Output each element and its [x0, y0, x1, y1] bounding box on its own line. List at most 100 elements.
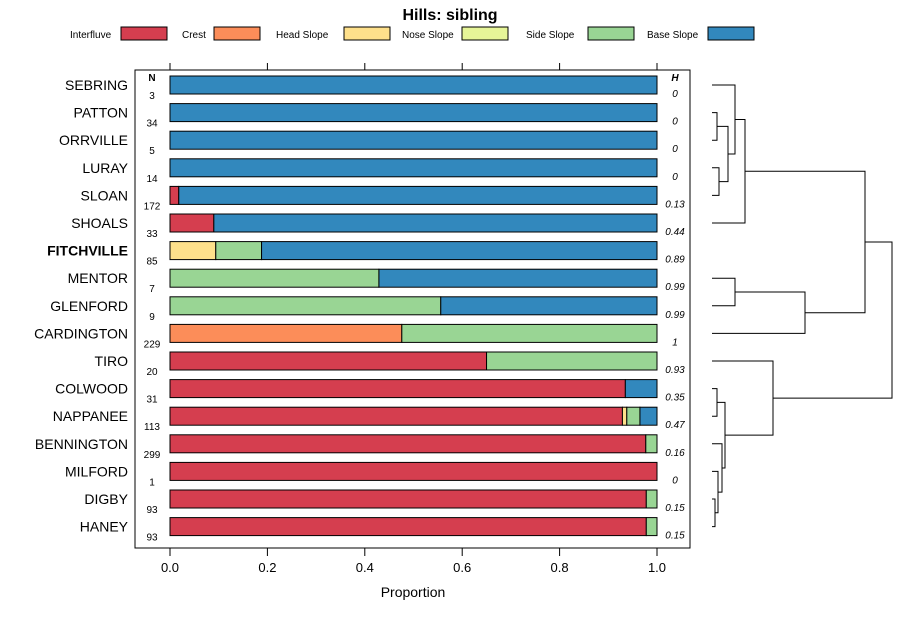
bar-segment-side-slope [169, 268, 380, 288]
n-value: 85 [146, 257, 158, 268]
legend-swatch-nose-slope [461, 26, 509, 41]
dendrogram [712, 84, 893, 528]
n-value: 9 [149, 312, 155, 323]
row-label: ORRVILLE [59, 132, 128, 148]
row-bennington: BENNINGTON 299 0.16 [35, 434, 685, 461]
row-label: GLENFORD [50, 298, 128, 314]
row-label: BENNINGTON [35, 436, 128, 452]
bar-segment-side-slope [401, 323, 658, 343]
bar-segment-base-slope [169, 130, 658, 150]
row-label: SHOALS [71, 215, 128, 231]
row-label: MENTOR [68, 270, 128, 286]
top-axis-ticks [169, 63, 658, 70]
dendrogram-branch [712, 84, 736, 155]
bar-segment-base-slope [169, 75, 658, 95]
legend-label-crest: Crest [182, 30, 206, 41]
row-label: HANEY [80, 519, 129, 535]
h-value: 0 [672, 475, 678, 486]
dendrogram-branch [745, 170, 866, 314]
chart-title: Hills: sibling [402, 7, 497, 24]
n-value: 299 [144, 450, 161, 461]
legend-swatch-interfluve [120, 26, 168, 41]
bar-segment-side-slope [645, 489, 658, 509]
x-tick-label: 0.2 [258, 560, 276, 575]
row-label: NAPPANEE [53, 408, 128, 424]
bar-segment-base-slope [261, 241, 658, 261]
x-tick-label: 0.8 [551, 560, 569, 575]
h-value: 0.15 [665, 531, 685, 542]
bar-segment-interfluve [169, 213, 215, 233]
x-tick-label: 0.6 [453, 560, 471, 575]
bar-segment-side-slope [626, 406, 641, 426]
bar-segment-side-slope [215, 241, 263, 261]
dendrogram-branch [712, 112, 718, 141]
dendrogram-branch [712, 388, 718, 417]
row-milford: MILFORD 1 0 [65, 461, 678, 488]
h-column-header: H [671, 73, 679, 84]
bar-segment-interfluve [169, 489, 647, 509]
row-tiro: TIRO 20 0.93 [95, 351, 685, 378]
bar-segment-base-slope [169, 103, 658, 123]
h-value: 0.35 [665, 393, 685, 404]
row-label: SLOAN [81, 187, 128, 203]
h-value: 0 [672, 117, 678, 128]
n-value: 229 [144, 339, 161, 350]
bar-segment-base-slope [624, 379, 658, 399]
legend-swatch-crest [213, 26, 261, 41]
row-label: FITCHVILLE [47, 243, 128, 259]
n-value: 5 [149, 146, 155, 157]
h-value: 1 [672, 337, 678, 348]
bar-segment-head-slope [169, 241, 217, 261]
h-value: 0.16 [665, 448, 685, 459]
bar-segment-base-slope [378, 268, 658, 288]
bar-segment-head-slope [621, 406, 628, 426]
row-label: LURAY [82, 160, 128, 176]
row-label: COLWOOD [55, 381, 128, 397]
dendrogram-branch [712, 291, 806, 334]
n-value: 14 [146, 174, 158, 185]
row-luray: LURAY 14 0 [82, 158, 678, 185]
n-value: 33 [146, 229, 158, 240]
n-value: 7 [149, 284, 155, 295]
row-digby: DIGBY 93 0.15 [84, 489, 685, 516]
dendrogram-branch [712, 443, 723, 493]
legend-label-base-slope: Base Slope [647, 30, 699, 41]
h-value: 0 [672, 172, 678, 183]
bar-segment-base-slope [178, 185, 658, 205]
bar-segment-base-slope [213, 213, 658, 233]
n-column-header: N [148, 73, 155, 84]
h-value: 0.99 [665, 282, 685, 293]
row-label: SEBRING [65, 77, 128, 93]
dendrogram-branch [712, 277, 736, 307]
legend-label-side-slope: Side Slope [526, 30, 575, 41]
row-label: PATTON [74, 105, 128, 121]
legend-swatch-head-slope [343, 26, 391, 41]
legend-label-head-slope: Head Slope [276, 30, 329, 41]
n-value: 1 [149, 477, 155, 488]
bar-segment-interfluve [169, 434, 647, 454]
row-label: CARDINGTON [34, 325, 128, 341]
x-axis-title: Proportion [381, 584, 446, 600]
bar-segment-side-slope [486, 351, 658, 371]
bar-segment-base-slope [639, 406, 658, 426]
h-value: 0.13 [665, 199, 685, 210]
bar-segment-side-slope [645, 517, 658, 537]
bar-segment-interfluve [169, 406, 623, 426]
plot-panel [134, 69, 691, 549]
n-value: 172 [144, 201, 161, 212]
h-value: 0.44 [665, 227, 685, 238]
bar-segment-side-slope [645, 434, 658, 454]
bar-segment-base-slope [169, 158, 658, 178]
legend-swatch-side-slope [587, 26, 635, 41]
row-nappanee: NAPPANEE 113 0.47 [53, 406, 685, 433]
bar-segment-crest [169, 323, 403, 343]
dendrogram-branch [712, 498, 716, 528]
row-label: MILFORD [65, 463, 128, 479]
x-tick-label: 0.0 [161, 560, 179, 575]
legend: Interfluve Crest Head Slope Nose Slope Side … [70, 26, 755, 41]
h-value: 0.99 [665, 310, 685, 321]
n-value: 93 [146, 533, 158, 544]
n-value: 34 [146, 119, 158, 130]
bar-segment-interfluve [169, 351, 488, 371]
